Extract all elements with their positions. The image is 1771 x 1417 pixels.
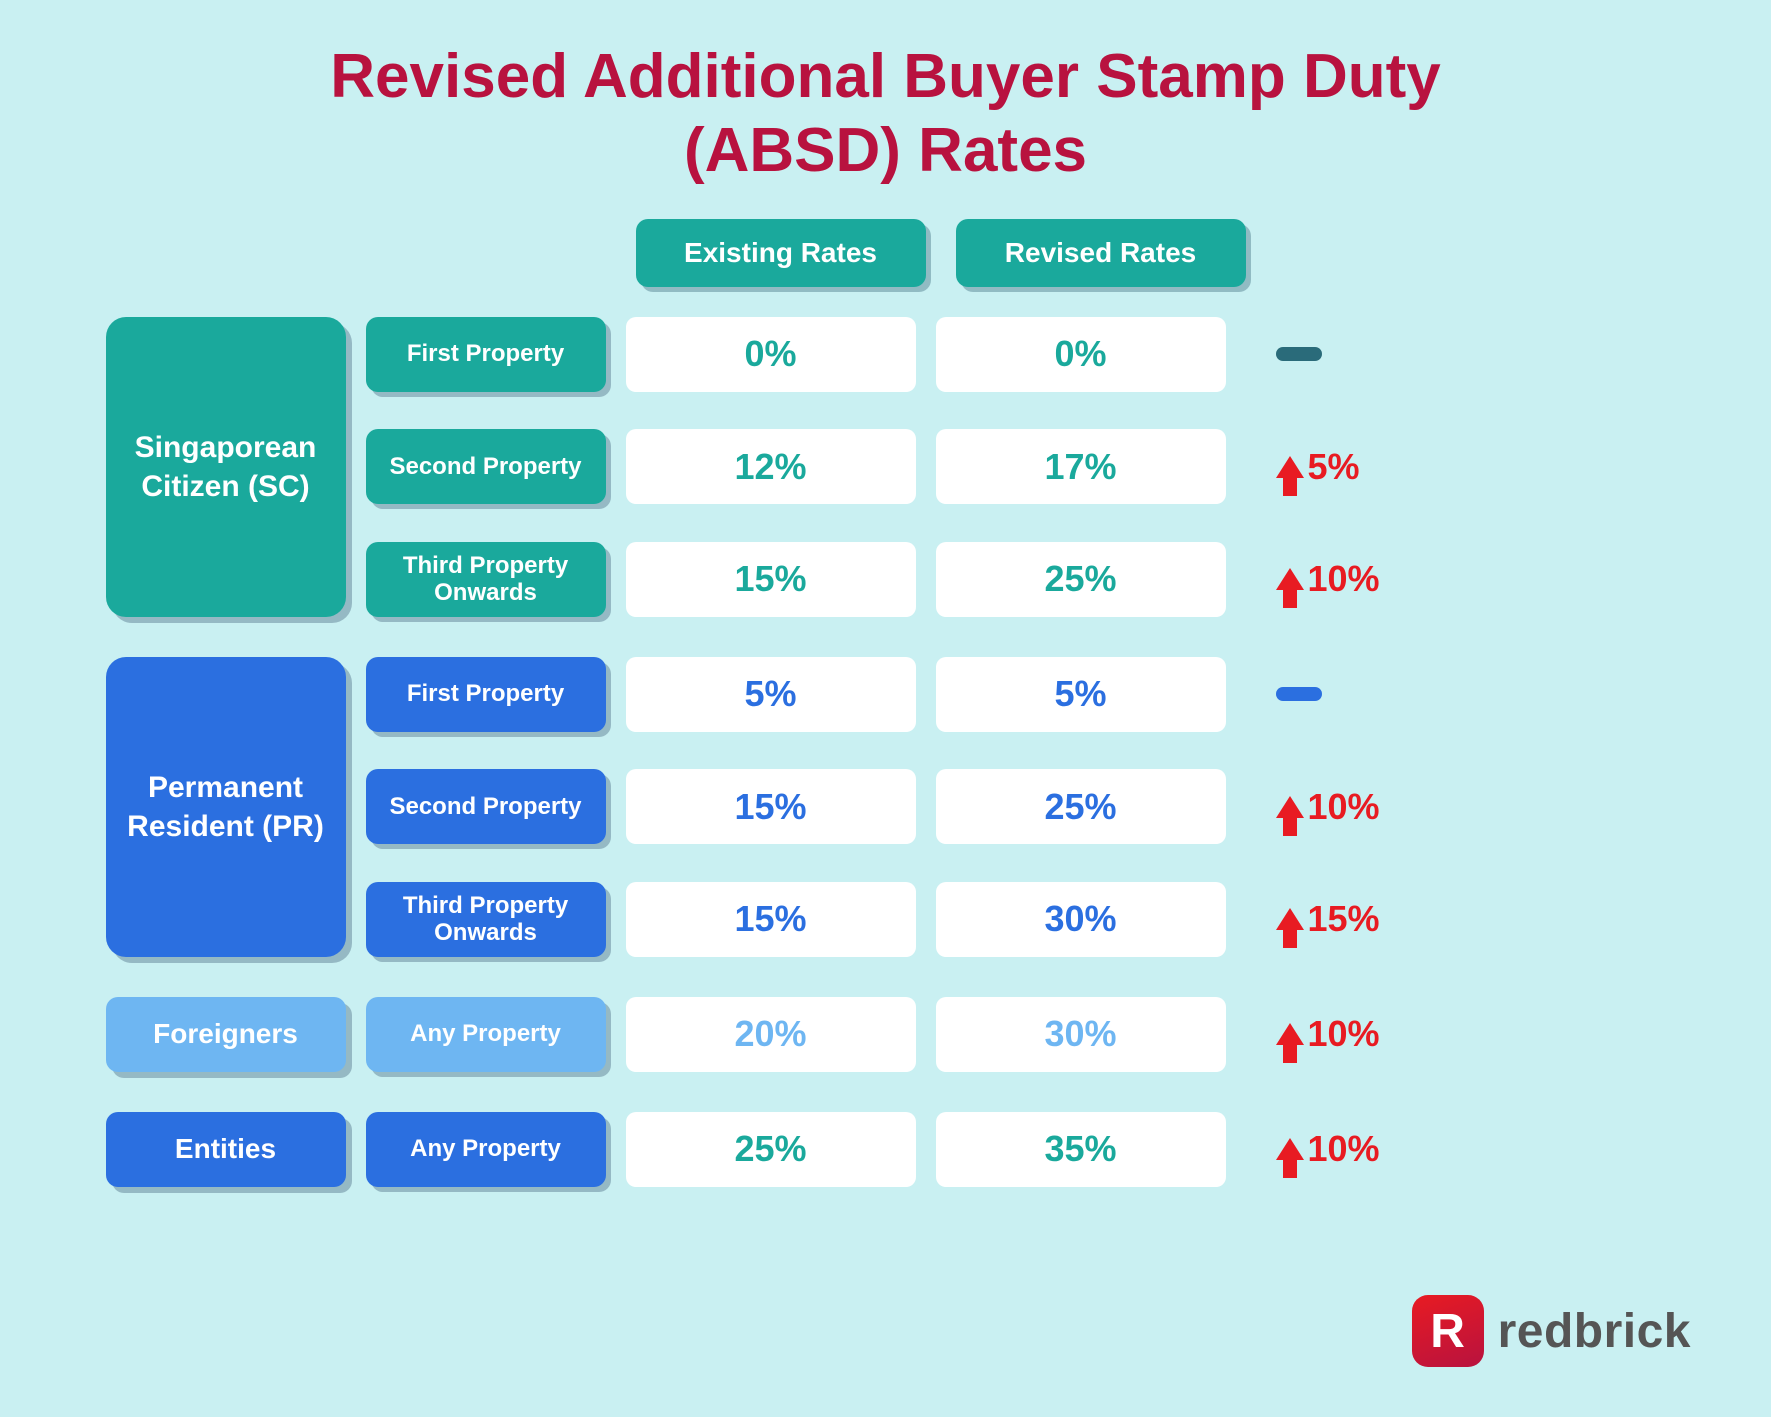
- property-label: Any Property: [366, 1112, 606, 1187]
- delta-up: 10%: [1276, 786, 1436, 828]
- table-row: First Property 0% 0%: [366, 317, 1436, 392]
- delta-up: 10%: [1276, 1128, 1436, 1170]
- revised-rate: 5%: [936, 657, 1226, 732]
- group-foreigners: Foreigners Any Property 20% 30% 10%: [106, 997, 1666, 1072]
- revised-rate: 17%: [936, 429, 1226, 504]
- property-label: Third Property Onwards: [366, 542, 606, 617]
- delta-up: 10%: [1276, 1013, 1436, 1055]
- property-label: First Property: [366, 657, 606, 732]
- delta-up: 5%: [1276, 446, 1436, 488]
- delta-value: 10%: [1308, 786, 1380, 828]
- revised-rate: 30%: [936, 882, 1226, 957]
- arrow-up-icon: [1276, 908, 1304, 930]
- revised-rate: 30%: [936, 997, 1226, 1072]
- brand-logo: R redbrick: [1412, 1295, 1691, 1367]
- revised-rate: 35%: [936, 1112, 1226, 1187]
- existing-rate: 12%: [626, 429, 916, 504]
- existing-rate: 15%: [626, 882, 916, 957]
- existing-rate: 0%: [626, 317, 916, 392]
- delta-value: 10%: [1308, 558, 1380, 600]
- title-line-2: (ABSD) Rates: [684, 116, 1087, 185]
- delta-none: [1276, 687, 1436, 701]
- rates-table: Existing Rates Revised Rates Singaporean…: [106, 219, 1666, 1187]
- group-entities: Entities Any Property 25% 35% 10%: [106, 1112, 1666, 1187]
- delta-value: 10%: [1308, 1128, 1380, 1170]
- table-row: Any Property 20% 30% 10%: [366, 997, 1436, 1072]
- group-label-sc: Singaporean Citizen (SC): [106, 317, 346, 617]
- property-label: First Property: [366, 317, 606, 392]
- dash-icon: [1276, 687, 1322, 701]
- revised-rate: 25%: [936, 542, 1226, 617]
- arrow-up-icon: [1276, 1023, 1304, 1045]
- logo-badge: R: [1412, 1295, 1484, 1367]
- column-headers: Existing Rates Revised Rates: [636, 219, 1666, 287]
- delta-value: 10%: [1308, 1013, 1380, 1055]
- table-row: Third Property Onwards 15% 25% 10%: [366, 542, 1436, 617]
- existing-rate: 15%: [626, 769, 916, 844]
- existing-rate: 20%: [626, 997, 916, 1072]
- header-existing: Existing Rates: [636, 219, 926, 287]
- logo-text: redbrick: [1498, 1304, 1691, 1359]
- table-row: Third Property Onwards 15% 30% 15%: [366, 882, 1436, 957]
- group-label-foreigners: Foreigners: [106, 997, 346, 1072]
- table-row: Second Property 15% 25% 10%: [366, 769, 1436, 844]
- property-label: Any Property: [366, 997, 606, 1072]
- table-row: Any Property 25% 35% 10%: [366, 1112, 1436, 1187]
- table-row: Second Property 12% 17% 5%: [366, 429, 1436, 504]
- header-revised: Revised Rates: [956, 219, 1246, 287]
- property-label: Second Property: [366, 769, 606, 844]
- arrow-up-icon: [1276, 796, 1304, 818]
- revised-rate: 0%: [936, 317, 1226, 392]
- delta-up: 15%: [1276, 898, 1436, 940]
- delta-value: 5%: [1308, 446, 1360, 488]
- revised-rate: 25%: [936, 769, 1226, 844]
- delta-up: 10%: [1276, 558, 1436, 600]
- delta-value: 15%: [1308, 898, 1380, 940]
- delta-none: [1276, 347, 1436, 361]
- title-line-1: Revised Additional Buyer Stamp Duty: [330, 42, 1440, 111]
- group-label-pr: Permanent Resident (PR): [106, 657, 346, 957]
- dash-icon: [1276, 347, 1322, 361]
- existing-rate: 5%: [626, 657, 916, 732]
- group-sc: Singaporean Citizen (SC) First Property …: [106, 317, 1666, 617]
- group-pr: Permanent Resident (PR) First Property 5…: [106, 657, 1666, 957]
- existing-rate: 15%: [626, 542, 916, 617]
- table-row: First Property 5% 5%: [366, 657, 1436, 732]
- group-label-entities: Entities: [106, 1112, 346, 1187]
- arrow-up-icon: [1276, 456, 1304, 478]
- existing-rate: 25%: [626, 1112, 916, 1187]
- page-title: Revised Additional Buyer Stamp Duty (ABS…: [0, 0, 1771, 219]
- arrow-up-icon: [1276, 1138, 1304, 1160]
- property-label: Third Property Onwards: [366, 882, 606, 957]
- arrow-up-icon: [1276, 568, 1304, 590]
- property-label: Second Property: [366, 429, 606, 504]
